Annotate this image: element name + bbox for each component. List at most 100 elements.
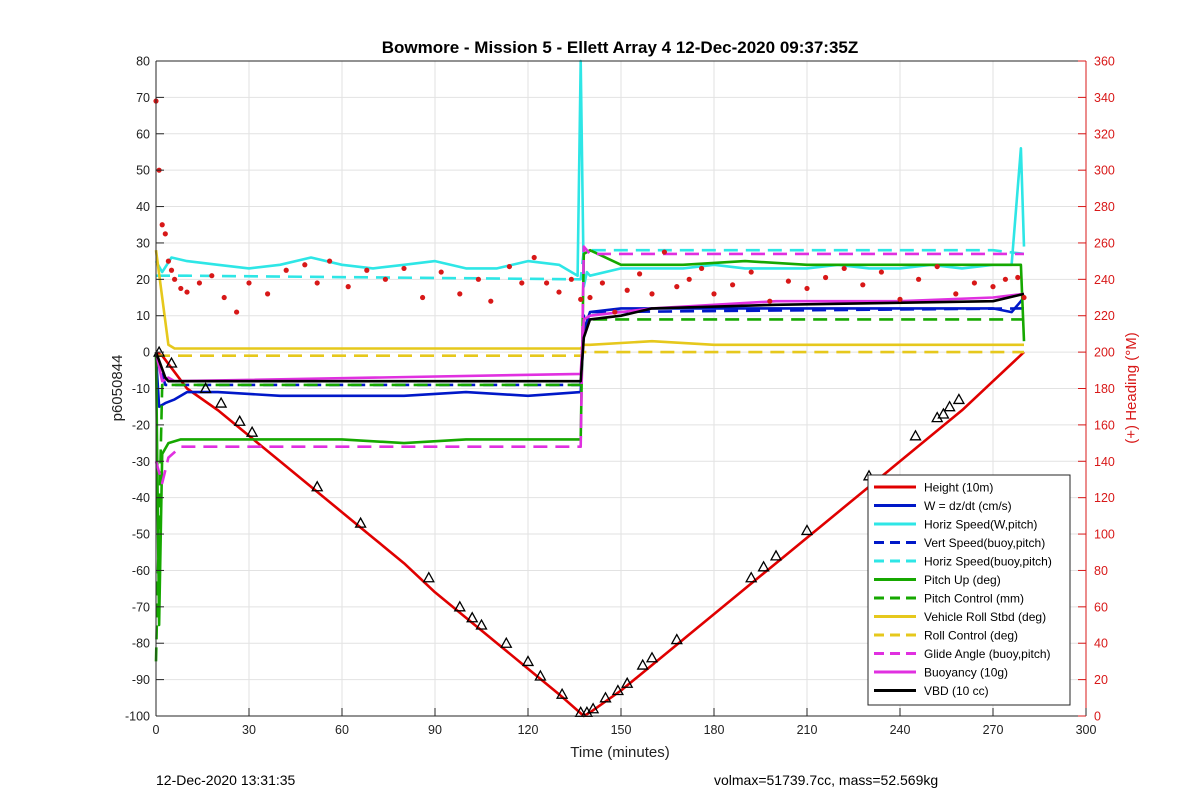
y-tick-label: 80	[136, 55, 150, 69]
footer-timestamp: 12-Dec-2020 13:31:35	[156, 772, 296, 788]
heading-point	[168, 267, 175, 273]
y-tick-label: 50	[136, 164, 150, 178]
heading-point	[730, 282, 736, 288]
heading-point	[314, 280, 320, 286]
height-marker	[599, 691, 612, 703]
y-right-tick-label: 40	[1094, 637, 1108, 651]
chart-title: Bowmore - Mission 5 - Ellett Array 4 12-…	[382, 38, 859, 57]
height-marker	[952, 393, 966, 405]
height-marker	[245, 425, 259, 437]
heading-point	[971, 280, 978, 286]
legend-box	[867, 474, 1071, 706]
series-line	[154, 245, 1024, 485]
legend-label: Horiz Speed(buoy,pitch)	[924, 555, 1052, 569]
height-marker	[500, 636, 513, 648]
y-tick-label: -10	[132, 382, 150, 396]
heading-point	[624, 287, 630, 293]
y-tick-label: -80	[132, 637, 150, 651]
legend: Height (10m) W = dz/dt (cm/s) Horiz Speed(…	[867, 474, 1071, 706]
y-right-tick-label: 300	[1094, 164, 1115, 178]
heading-point	[438, 269, 444, 275]
heading-point	[283, 267, 289, 273]
heading-point	[488, 298, 494, 304]
series-line	[154, 292, 1025, 383]
heading-point	[587, 294, 593, 301]
height-marker	[475, 618, 488, 630]
heading-point	[953, 291, 959, 297]
y-tick-label: -20	[132, 418, 150, 432]
heading-point	[990, 284, 996, 290]
y-right-tick-label: 120	[1094, 491, 1115, 505]
x-tick-label: 60	[335, 723, 349, 737]
heading-point	[916, 276, 922, 282]
height-marker	[354, 516, 367, 528]
y-right-tick-label: 140	[1094, 455, 1115, 469]
heading-point	[506, 263, 512, 270]
x-tick-label: 120	[518, 723, 539, 737]
height-marker	[937, 407, 950, 419]
heading-point	[556, 289, 562, 295]
y-right-tick-label: 0	[1094, 710, 1101, 724]
legend-label: Vehicle Roll Stbd (deg)	[924, 610, 1046, 624]
heading-point	[196, 280, 202, 286]
heading-point	[637, 271, 643, 277]
height-marker	[555, 687, 569, 699]
y-right-tick-label: 280	[1094, 200, 1115, 214]
y-axis-label: p6050844	[109, 355, 126, 422]
heading-point	[172, 276, 178, 282]
x-tick-label: 210	[797, 723, 818, 737]
heading-point	[860, 282, 866, 288]
height-marker	[670, 633, 683, 645]
y-right-axis-label: (+) Heading (°M)	[1123, 332, 1140, 443]
y-tick-label: -30	[132, 455, 150, 469]
y-tick-label: -70	[132, 600, 150, 614]
height-marker	[534, 669, 547, 681]
legend-label: Height (10m)	[924, 481, 993, 495]
legend-label: Horiz Speed(W,pitch)	[924, 518, 1037, 532]
heading-point	[1015, 274, 1021, 281]
heading-point	[785, 278, 792, 284]
heading-point	[159, 222, 165, 228]
y-right-tick-label: 60	[1094, 600, 1108, 614]
height-marker	[636, 658, 649, 670]
y-tick-label: -100	[125, 710, 150, 724]
height-marker	[931, 411, 944, 423]
y-right-tick-label: 180	[1094, 382, 1115, 396]
heading-point	[823, 274, 829, 281]
y-tick-label: 20	[136, 273, 150, 287]
series-line	[154, 318, 1024, 662]
x-tick-label: 150	[611, 723, 632, 737]
x-tick-label: 240	[890, 723, 911, 737]
legend-label: W = dz/dt (cm/s)	[924, 499, 1012, 513]
heading-point	[401, 265, 407, 272]
heading-point	[686, 276, 692, 282]
height-marker	[586, 702, 600, 714]
heading-point	[364, 267, 370, 273]
legend-label: Buoyancy (10g)	[924, 666, 1008, 680]
x-tick-label: 300	[1076, 723, 1097, 737]
heading-point	[345, 284, 351, 290]
heading-point	[544, 280, 550, 286]
height-marker	[769, 549, 783, 561]
y-right-tick-label: 200	[1094, 346, 1115, 360]
height-marker	[909, 429, 922, 441]
heading-point	[221, 294, 227, 301]
heading-point	[265, 291, 271, 297]
heading-point	[661, 249, 668, 255]
y-tick-label: 70	[136, 91, 150, 105]
heading-point	[1002, 276, 1009, 282]
series-line	[156, 248, 1025, 281]
y-right-tick-label: 80	[1094, 564, 1108, 578]
legend-label: Pitch Control (mm)	[924, 592, 1024, 606]
heading-point	[302, 262, 308, 268]
x-tick-label: 90	[428, 723, 442, 737]
height-marker	[611, 684, 625, 696]
height-marker	[214, 396, 228, 408]
heading-point	[578, 296, 584, 302]
x-tick-label: 180	[704, 723, 725, 737]
heading-point	[209, 273, 215, 279]
heading-point	[804, 285, 810, 292]
height-marker	[152, 345, 166, 357]
x-tick-label: 270	[983, 723, 1004, 737]
y-right-tick-label: 220	[1094, 309, 1115, 323]
